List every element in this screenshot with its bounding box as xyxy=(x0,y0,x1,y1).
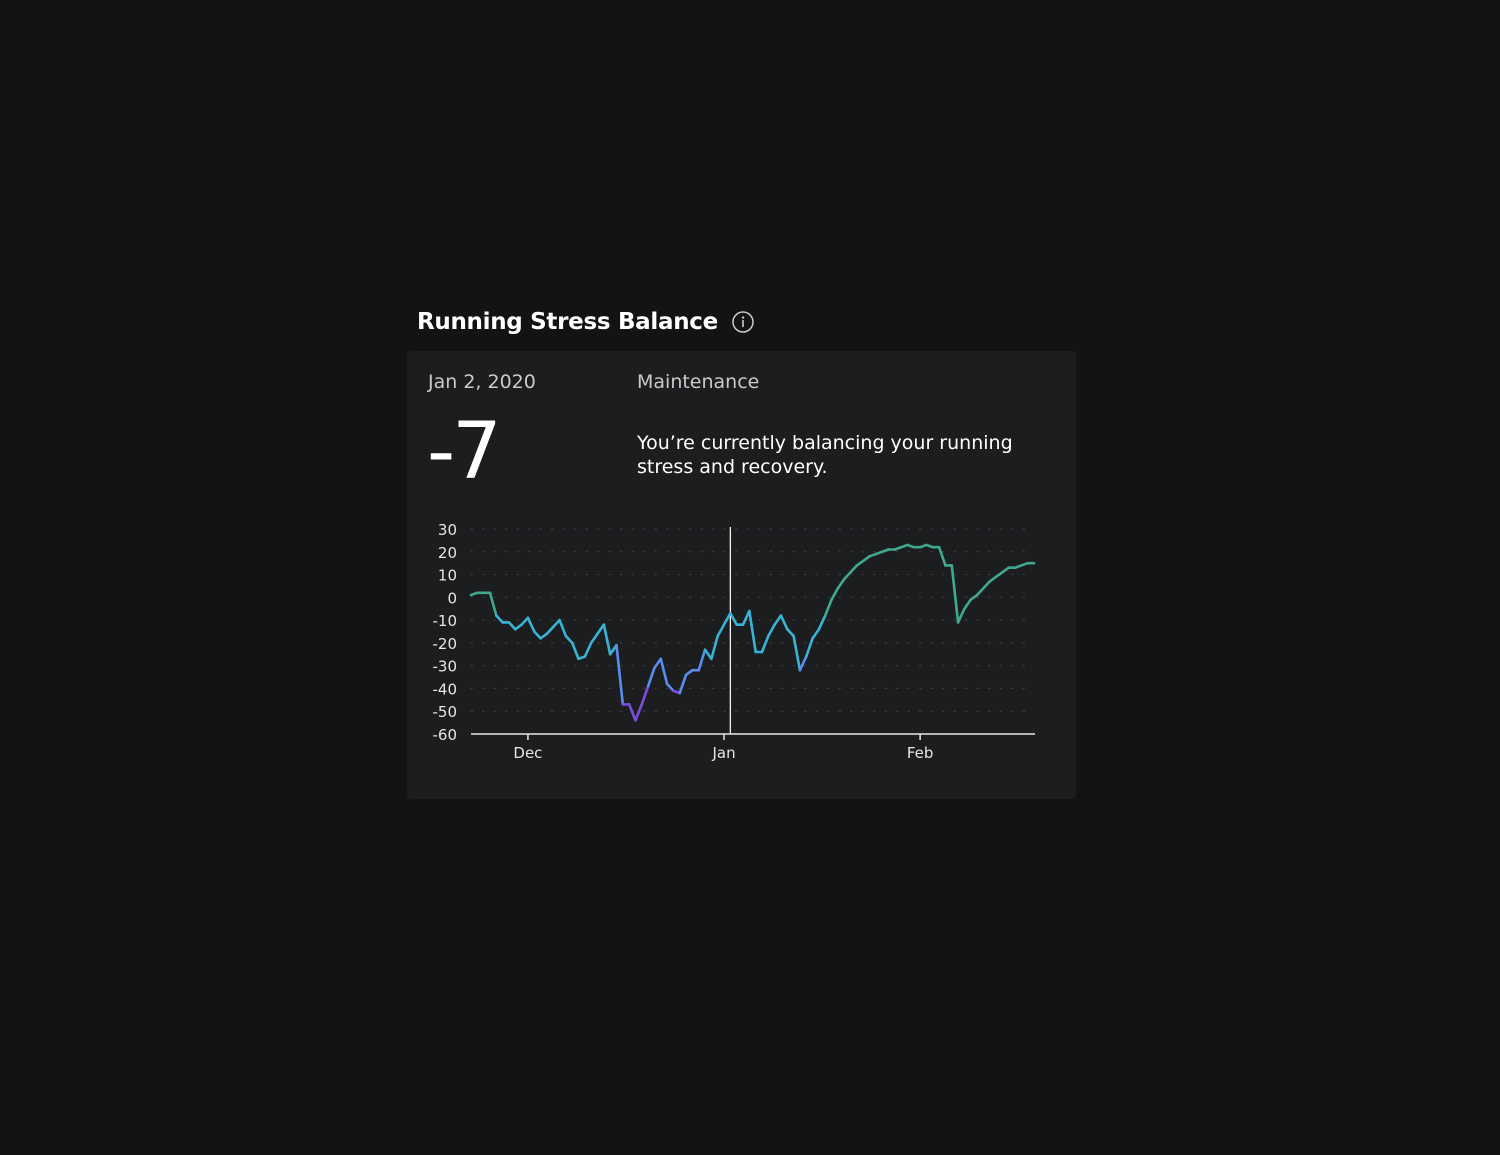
series-line-segment xyxy=(570,641,580,661)
series-line-segment xyxy=(760,634,770,654)
series-line-segment xyxy=(836,577,846,590)
series-line-segment xyxy=(811,627,821,640)
stress-balance-card: Jan 2, 2020 Maintenance -7 You’re curren… xyxy=(407,351,1076,799)
series-line-segment xyxy=(495,614,504,624)
series-line-segment xyxy=(798,655,808,672)
series-line-segment xyxy=(830,586,840,601)
series-line-segment xyxy=(640,684,650,706)
series-line-segment xyxy=(634,703,644,722)
page-title: Running Stress Balance xyxy=(417,309,718,335)
series-line-segment xyxy=(849,564,859,574)
series-line-segment xyxy=(532,630,542,640)
status-label: Maintenance xyxy=(637,371,760,393)
series-line-segment xyxy=(697,648,707,672)
status-description: You’re currently balancing your running … xyxy=(637,432,1013,478)
series-line-segment xyxy=(842,570,852,581)
x-tick-label: Dec xyxy=(513,744,542,762)
series-line-segment xyxy=(792,634,802,672)
series-line-segment xyxy=(779,614,789,631)
balance-value: -7 xyxy=(427,407,502,497)
series-line-segment xyxy=(678,673,688,695)
series-line-segment xyxy=(722,611,732,626)
series-line-segment xyxy=(741,609,751,626)
series-line-segment xyxy=(602,623,612,656)
series-line-segment xyxy=(937,545,947,567)
series-line-segment xyxy=(551,618,561,629)
y-tick-label: 30 xyxy=(438,521,457,539)
series-line-segment xyxy=(963,598,973,611)
series-line-segment xyxy=(646,666,656,688)
y-tick-label: 10 xyxy=(438,567,457,585)
x-tick-label: Jan xyxy=(711,744,735,762)
series-line-segment xyxy=(823,598,833,617)
series-line-segment xyxy=(659,657,669,686)
series-line-segment xyxy=(773,614,783,626)
y-tick-label: -20 xyxy=(433,635,458,653)
series-line-segment xyxy=(589,632,599,645)
selected-date: Jan 2, 2020 xyxy=(428,371,536,393)
series-line-segment xyxy=(716,623,726,638)
y-tick-label: -10 xyxy=(433,612,458,630)
series-line-segment xyxy=(982,580,992,590)
series-line-segment xyxy=(564,634,574,645)
series-line-segment xyxy=(615,643,625,706)
series-line-segment xyxy=(804,637,814,658)
series-line-segment xyxy=(950,564,960,624)
y-tick-label: -60 xyxy=(433,726,458,744)
series-line-segment xyxy=(785,627,795,638)
y-tick-label: -50 xyxy=(433,703,458,721)
series-line-segment xyxy=(558,618,568,638)
series-line-segment xyxy=(817,614,827,631)
series-line-segment xyxy=(583,641,593,658)
series-line-segment xyxy=(748,609,757,654)
header: Running Stress Balance xyxy=(417,305,754,339)
series-line-segment xyxy=(975,586,985,597)
series-line-segment xyxy=(653,657,663,670)
stress-balance-chart[interactable]: 30 20 10 0 -10 -20 -30 -40 -50 -60 Dec Jan Feb xyxy=(407,351,1076,799)
series-line-segment xyxy=(627,703,637,722)
series-line-segment xyxy=(956,607,966,624)
series-line-segment xyxy=(526,616,536,633)
y-tick-label: 0 xyxy=(447,589,457,607)
series-line-segment xyxy=(488,591,498,617)
series-line-segment xyxy=(596,623,606,636)
series-line-segment xyxy=(767,623,776,638)
y-tick-label: -30 xyxy=(433,658,458,676)
series-line-segment xyxy=(703,648,713,661)
series-line-segment xyxy=(729,611,738,626)
y-tick-label: -40 xyxy=(433,680,458,698)
series-line-segment xyxy=(507,621,517,631)
series-line-segment xyxy=(545,625,555,636)
series-line-segment xyxy=(520,616,530,626)
series-line-segment xyxy=(665,682,675,693)
y-tick-label: 20 xyxy=(438,544,457,562)
info-circle-icon[interactable] xyxy=(732,311,754,333)
series-line-segment xyxy=(710,634,720,661)
x-tick-label: Feb xyxy=(907,744,934,762)
